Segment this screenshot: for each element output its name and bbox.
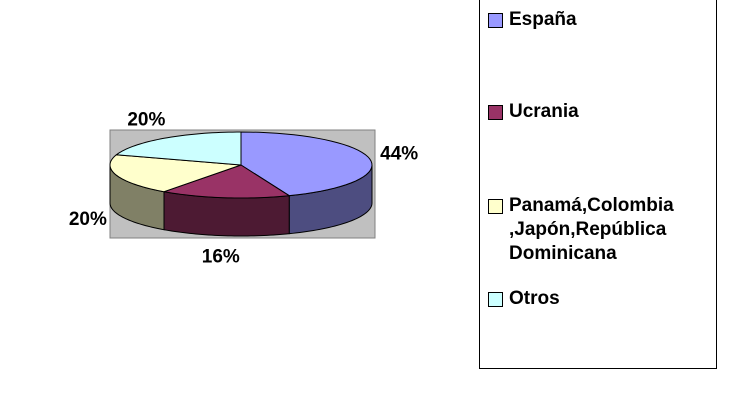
legend-swatch — [488, 292, 503, 307]
legend: España Ucrania Panamá,Colombia ,Japón,Repú… — [479, 0, 717, 369]
slice-side — [163, 191, 290, 237]
legend-item: Ucrania — [488, 100, 714, 124]
legend-swatch — [488, 13, 503, 28]
legend-label: España — [509, 9, 577, 30]
legend-item: Panamá,Colombia ,Japón,República Dominic… — [488, 194, 714, 266]
pie-tops — [109, 131, 373, 199]
legend-item: España — [488, 8, 714, 32]
data-label: 16% — [202, 247, 240, 268]
data-label: 44% — [380, 144, 418, 165]
legend-item: Otros — [488, 287, 714, 311]
data-label: 20% — [69, 209, 107, 230]
chart: 44% 16% 20% 20% — [69, 110, 418, 268]
legend-label: Panamá,Colombia ,Japón,República Dominic… — [509, 195, 674, 264]
data-label: 20% — [127, 110, 165, 131]
legend-swatch — [488, 105, 503, 120]
legend-label: Ucrania — [509, 101, 579, 122]
slice — [240, 131, 373, 197]
slice — [162, 164, 291, 199]
pie-sides — [109, 164, 373, 237]
slice — [115, 131, 242, 166]
legend-swatch — [488, 199, 503, 214]
legend-label: Otros — [509, 288, 560, 309]
slice — [109, 154, 242, 193]
